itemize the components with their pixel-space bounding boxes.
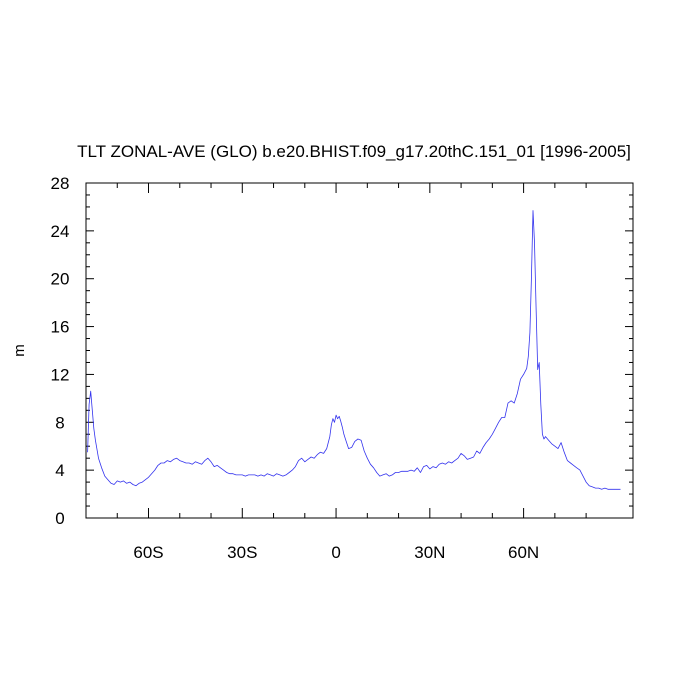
series-layer [87, 210, 621, 490]
y-tick-label: 4 [55, 461, 64, 480]
y-tick-label: 16 [51, 318, 70, 337]
x-tick-label: 60N [508, 543, 539, 562]
tick-labels: 0 4 8 12 16 20 24 28 60S 30S 0 30N 60N [51, 174, 540, 562]
x-tick-label: 30S [227, 543, 257, 562]
series-line [87, 210, 621, 490]
y-tick-label: 20 [51, 270, 70, 289]
axis-ticks [86, 182, 633, 519]
y-tick-label: 24 [51, 222, 70, 241]
y-tick-label: 28 [51, 174, 70, 193]
y-axis-label: m [11, 344, 28, 357]
x-tick-label: 0 [331, 543, 340, 562]
x-tick-label: 30N [414, 543, 445, 562]
chart-title: TLT ZONAL-AVE (GLO) b.e20.BHIST.f09_g17.… [77, 142, 631, 161]
y-tick-label: 12 [51, 365, 70, 384]
y-tick-label: 8 [55, 413, 64, 432]
x-tick-label: 60S [133, 543, 163, 562]
plot-frame [85, 182, 634, 519]
y-tick-label: 0 [55, 509, 64, 528]
